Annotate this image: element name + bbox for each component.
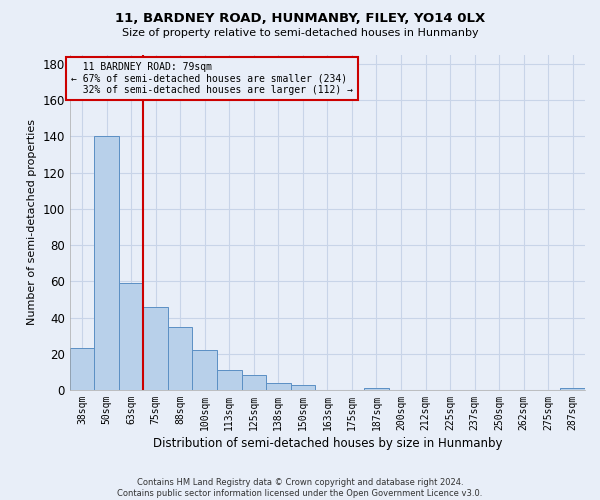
Text: 11, BARDNEY ROAD, HUNMANBY, FILEY, YO14 0LX: 11, BARDNEY ROAD, HUNMANBY, FILEY, YO14 … [115,12,485,26]
Bar [70,348,94,390]
Bar [168,326,193,390]
Bar [143,306,168,390]
Text: Size of property relative to semi-detached houses in Hunmanby: Size of property relative to semi-detach… [122,28,478,38]
Text: 11 BARDNEY ROAD: 79sqm
← 67% of semi-detached houses are smaller (234)
  32% of : 11 BARDNEY ROAD: 79sqm ← 67% of semi-det… [71,62,353,96]
Bar [217,370,242,390]
Text: Contains HM Land Registry data © Crown copyright and database right 2024.
Contai: Contains HM Land Registry data © Crown c… [118,478,482,498]
X-axis label: Distribution of semi-detached houses by size in Hunmanby: Distribution of semi-detached houses by … [152,437,502,450]
Bar [560,388,585,390]
Bar [94,136,119,390]
Bar [364,388,389,390]
Bar [193,350,217,390]
Bar [242,376,266,390]
Bar [266,382,290,390]
Y-axis label: Number of semi-detached properties: Number of semi-detached properties [27,120,37,326]
Bar [290,384,315,390]
Bar [119,283,143,390]
